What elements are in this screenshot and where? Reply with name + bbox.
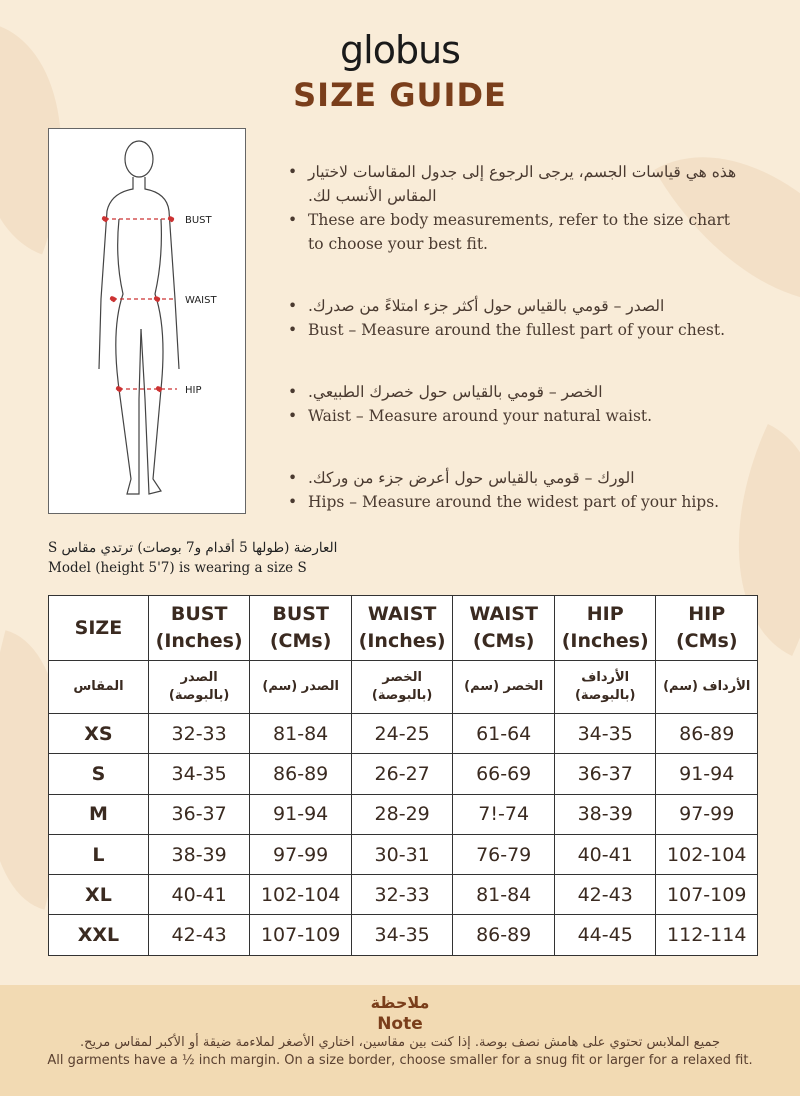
- header-cell: HIP (CMs): [655, 595, 758, 661]
- measurement-cell: 34-35: [553, 712, 657, 755]
- size-cell: XXL: [48, 914, 149, 956]
- measurement-cell: 102-104: [249, 874, 352, 916]
- measurement-cell: 36-37: [147, 793, 251, 835]
- header-cell-ar: الصدر (بالبوصة): [147, 660, 251, 714]
- measurement-cell: 34-35: [147, 753, 251, 795]
- note-title: Note: [377, 1014, 423, 1034]
- measurement-cell: 66-69: [452, 753, 555, 795]
- size-chart-table: SIZE BUST (Inches) BUST (CMs) WAIST (Inc…: [48, 595, 758, 956]
- size-cell: S: [48, 753, 149, 795]
- measurement-cell: 40-41: [147, 874, 251, 916]
- bullet-ar: الورك – قومي بالقياس حول أعرض جزء من ورك…: [286, 466, 746, 490]
- measurement-cell: 34-35: [350, 914, 454, 956]
- measurement-cell: 112-114: [655, 914, 758, 956]
- measurement-cell: 97-99: [655, 793, 758, 835]
- measurement-cell: 81-84: [452, 874, 555, 916]
- note-section: ملاحظة Note جميع الملابس تحتوي على هامش …: [0, 985, 800, 1096]
- header-cell: WAIST (Inches): [350, 595, 454, 661]
- header-cell: BUST (CMs): [249, 595, 352, 661]
- header-cell-ar: الخصر (بالبوصة): [350, 660, 454, 714]
- measurement-cell: 102-104: [655, 833, 758, 876]
- measurement-cell: 24-25: [350, 712, 454, 755]
- header-cell-ar: الأرداف (سم): [655, 660, 758, 714]
- measurement-cell: 86-89: [655, 712, 758, 755]
- model-info-en: Model (height 5'7) is wearing a size S: [48, 560, 307, 576]
- header-cell: HIP (Inches): [553, 595, 657, 661]
- bullet-ar: الصدر – قومي بالقياس حول أكثر جزء امتلاء…: [286, 294, 746, 318]
- table-row: XS 32-33 81-84 24-25 61-64 34-35 86-89: [48, 712, 758, 755]
- brand-logo: globus: [340, 28, 461, 72]
- note-title-ar: ملاحظة: [370, 993, 430, 1012]
- model-info: العارضة (طولها 5 أقدام و7 بوصات) ترتدي م…: [48, 538, 337, 578]
- note-text-ar: جميع الملابس تحتوي على هامش نصف بوصة. إذ…: [79, 1035, 721, 1050]
- table-row: M 36-37 91-94 28-29 7!-74 38-39 97-99: [48, 793, 758, 835]
- measurement-cell: 32-33: [147, 712, 251, 755]
- header-cell-ar: الأرداف (بالبوصة): [553, 660, 657, 714]
- measurement-cell: 61-64: [452, 712, 555, 755]
- header-row-ar: المقاس الصدر (بالبوصة) الصدر (سم) الخصر …: [48, 660, 758, 714]
- header-cell: WAIST (CMs): [452, 595, 555, 661]
- measurement-cell: 38-39: [553, 793, 657, 835]
- header-cell: SIZE: [48, 595, 149, 661]
- measurement-cell: 44-45: [553, 914, 657, 956]
- table-row: XXL 42-43 107-109 34-35 86-89 44-45 112-114: [48, 914, 758, 956]
- size-cell: XL: [48, 874, 149, 916]
- header-cell-ar: المقاس: [48, 660, 149, 714]
- header-cell: BUST (Inches): [147, 595, 251, 661]
- bullet-en: Bust – Measure around the fullest part o…: [286, 318, 746, 342]
- bullet-en: Waist – Measure around your natural wais…: [286, 404, 746, 428]
- measurement-cell: 97-99: [249, 833, 352, 876]
- measurement-cell: 107-109: [249, 914, 352, 956]
- waist-label: WAIST: [185, 295, 217, 306]
- note-text: All garments have a ½ inch margin. On a …: [47, 1053, 753, 1068]
- page-title: SIZE GUIDE: [293, 76, 507, 114]
- size-cell: M: [48, 793, 149, 835]
- measurement-cell: 91-94: [249, 793, 352, 835]
- measurement-cell: 86-89: [249, 753, 352, 795]
- bullet-ar: هذه هي قياسات الجسم، يرجى الرجوع إلى جدو…: [286, 160, 746, 208]
- bullet-ar: الخصر – قومي بالقياس حول خصرك الطبيعي.: [286, 380, 746, 404]
- header-row: SIZE BUST (Inches) BUST (CMs) WAIST (Inc…: [48, 595, 758, 661]
- measurement-cell: 42-43: [553, 874, 657, 916]
- measurement-cell: 28-29: [350, 793, 454, 835]
- measurement-cell: 36-37: [553, 753, 657, 795]
- measurement-instructions: هذه هي قياسات الجسم، يرجى الرجوع إلى جدو…: [286, 160, 746, 542]
- table-row: S 34-35 86-89 26-27 66-69 36-37 91-94: [48, 753, 758, 795]
- measurement-cell: 42-43: [147, 914, 251, 956]
- measurement-cell: 30-31: [350, 833, 454, 876]
- bullet-en: Hips – Measure around the widest part of…: [286, 490, 746, 514]
- measurement-cell: 91-94: [655, 753, 758, 795]
- measurement-cell: 38-39: [147, 833, 251, 876]
- header-cell-ar: الخصر (سم): [452, 660, 555, 714]
- measurement-cell: 81-84: [249, 712, 352, 755]
- measurement-cell: 26-27: [350, 753, 454, 795]
- body-measurement-figure: BUST WAIST HIP: [48, 128, 246, 514]
- table-row: XL 40-41 102-104 32-33 81-84 42-43 107-109: [48, 874, 758, 916]
- header-cell-ar: الصدر (سم): [249, 660, 352, 714]
- measurement-cell: 86-89: [452, 914, 555, 956]
- measurement-cell: 107-109: [655, 874, 758, 916]
- bust-label: BUST: [185, 215, 213, 226]
- measurement-cell: 76-79: [452, 833, 555, 876]
- measurement-cell: 7!-74: [452, 793, 555, 835]
- hip-label: HIP: [185, 385, 202, 396]
- measurement-cell: 40-41: [553, 833, 657, 876]
- measurement-cell: 32-33: [350, 874, 454, 916]
- table-row: L 38-39 97-99 30-31 76-79 40-41 102-104: [48, 833, 758, 876]
- model-info-ar: العارضة (طولها 5 أقدام و7 بوصات) ترتدي م…: [48, 540, 338, 556]
- size-cell: XS: [48, 712, 149, 755]
- size-cell: L: [48, 833, 149, 876]
- bullet-en: These are body measurements, refer to th…: [286, 208, 746, 256]
